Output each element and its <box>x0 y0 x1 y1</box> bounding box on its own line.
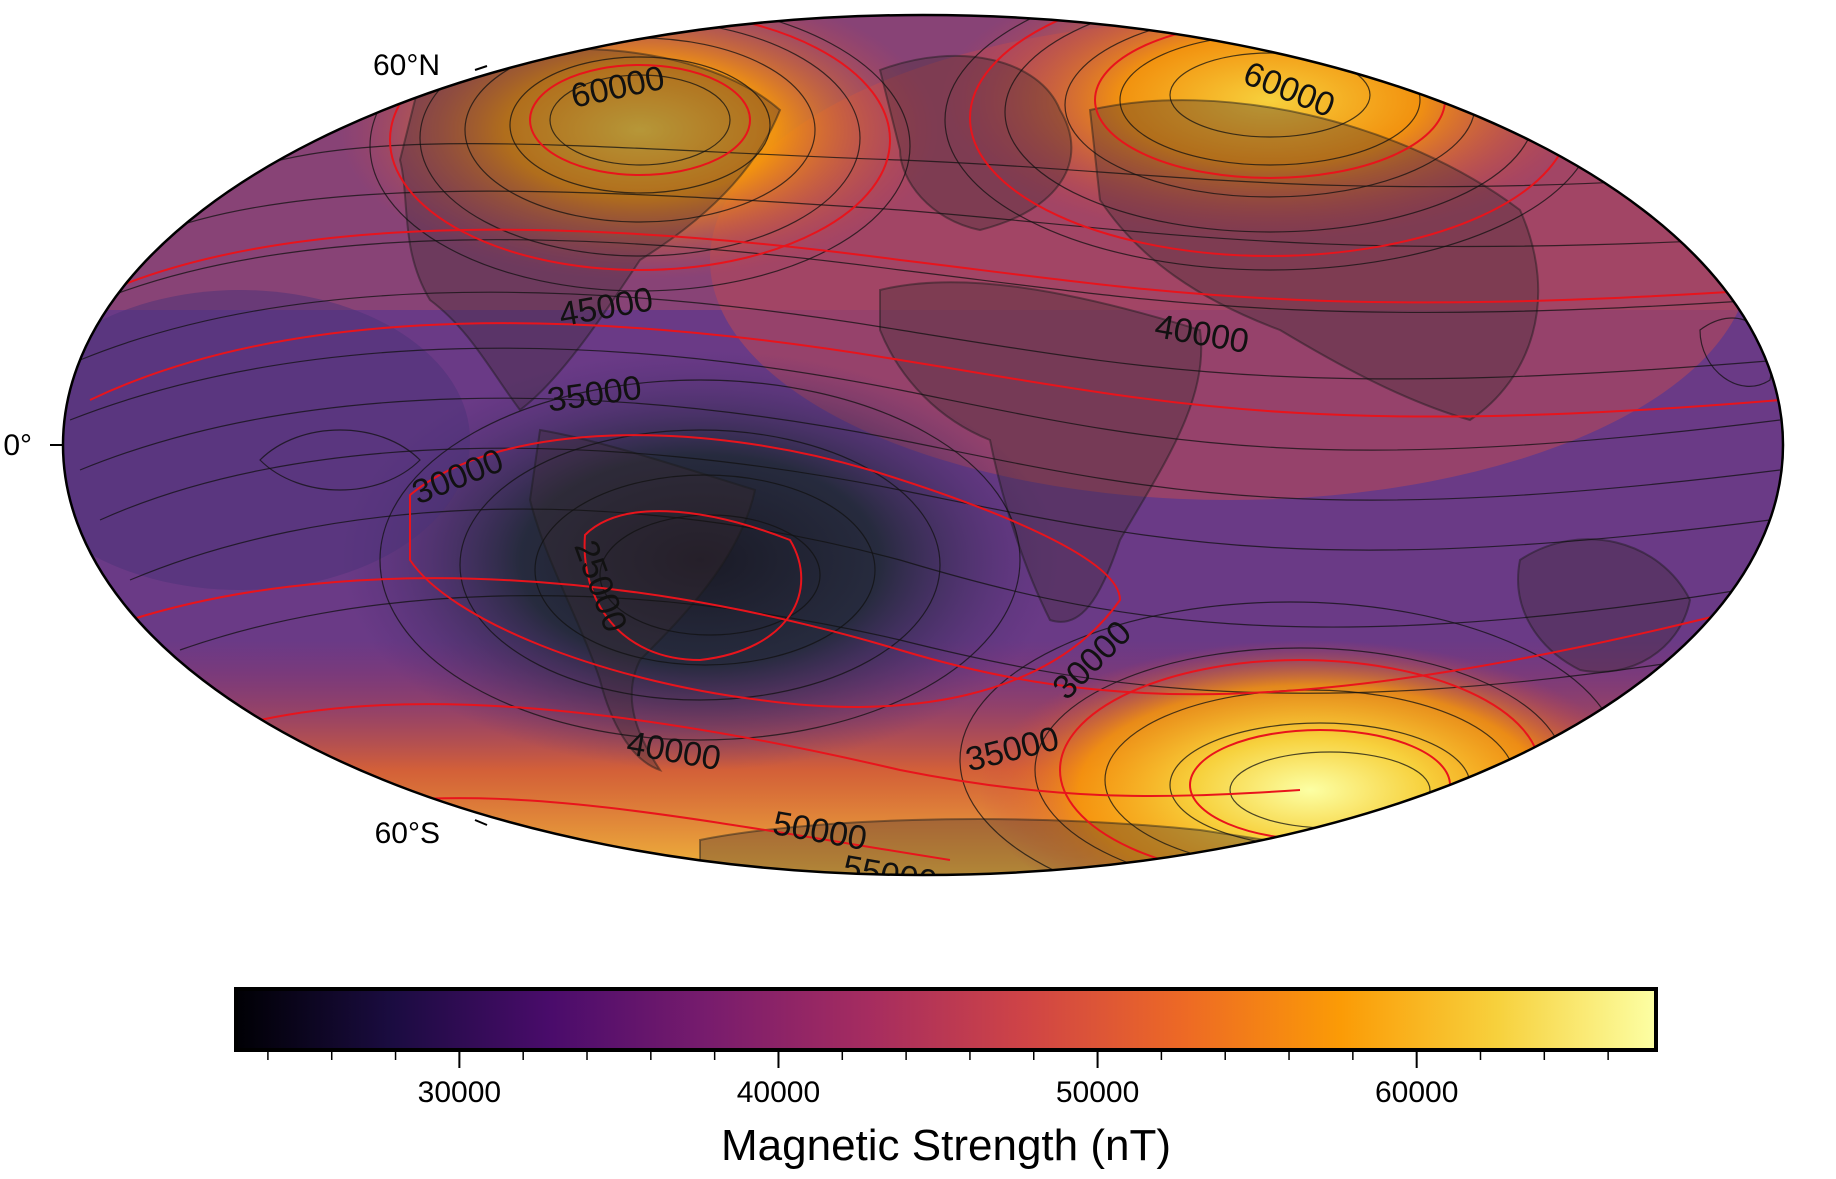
colorbar-title: Magnetic Strength (nT) <box>721 1121 1171 1170</box>
lat-label-0: 0° <box>3 429 32 462</box>
colorbar-tick-label: 30000 <box>418 1076 501 1109</box>
colorbar-tick-label: 50000 <box>1056 1076 1139 1109</box>
north-america <box>398 47 782 412</box>
major-contours <box>89 15 1781 875</box>
australia <box>1517 538 1692 673</box>
colorbar-tick-label: 40000 <box>737 1076 820 1109</box>
africa <box>879 281 1203 623</box>
field-shading: 60000 60000 45000 40000 35000 30000 2500… <box>63 15 1783 875</box>
colorbar-tick-label: 60000 <box>1375 1076 1458 1109</box>
asia <box>1088 99 1540 422</box>
lat-label-60n: 60°N <box>373 49 440 82</box>
latitude-axis: 60°N 0° 60°S <box>3 49 488 850</box>
colorbar: 30000 40000 50000 60000 Magnetic Strength (… <box>234 987 1658 1170</box>
globe: 60000 60000 45000 40000 35000 30000 2500… <box>61 13 1785 877</box>
colorbar-ramp <box>234 987 1658 1052</box>
continents <box>398 47 1692 875</box>
lat-label-60s: 60°S <box>375 817 440 850</box>
colorbar-ticks: 30000 40000 50000 60000 <box>267 1052 1609 1109</box>
